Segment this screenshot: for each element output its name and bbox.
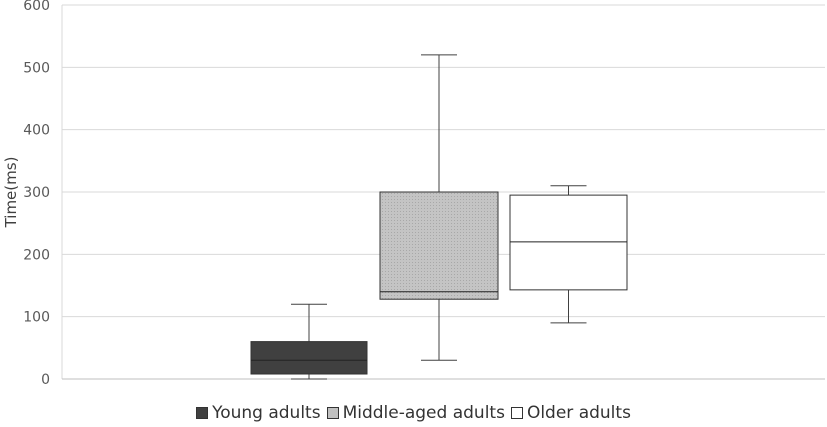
legend-label-older: Older adults	[526, 403, 631, 423]
y-tick-label-200: 200	[23, 247, 50, 263]
y-tick-label-600: 600	[23, 0, 50, 14]
legend: Young adults Middle-aged adults Older ad…	[0, 400, 827, 426]
legend-swatch-young	[196, 407, 209, 419]
box-rect-middle-aged	[379, 191, 499, 300]
box-middle-aged	[379, 54, 499, 361]
legend-item-older: Older adults	[510, 403, 631, 423]
legend-swatch-older	[510, 407, 523, 419]
box-older	[509, 185, 628, 324]
box-plot-chart: 0 100 200 300 400 500 600 Time(ms)	[2, 0, 825, 388]
y-tick-label-100: 100	[23, 310, 50, 326]
y-tick-label-400: 400	[23, 123, 50, 139]
y-tick-label-0: 0	[41, 372, 50, 388]
box-rect-young	[250, 341, 368, 375]
box-rect-older	[509, 194, 628, 291]
y-axis-ticks: 0 100 200 300 400 500 600	[23, 0, 50, 388]
legend-item-middle-aged: Middle-aged adults	[326, 403, 505, 423]
legend-label-middle-aged: Middle-aged adults	[342, 403, 505, 423]
box-young	[250, 303, 368, 380]
legend-swatch-middle-aged	[326, 407, 339, 419]
boxes	[250, 54, 628, 380]
legend-label-young: Young adults	[212, 403, 321, 423]
y-tick-label-300: 300	[23, 185, 50, 201]
y-axis-label: Time(ms)	[2, 157, 20, 229]
y-tick-label-500: 500	[23, 60, 50, 76]
legend-item-young: Young adults	[196, 403, 321, 423]
